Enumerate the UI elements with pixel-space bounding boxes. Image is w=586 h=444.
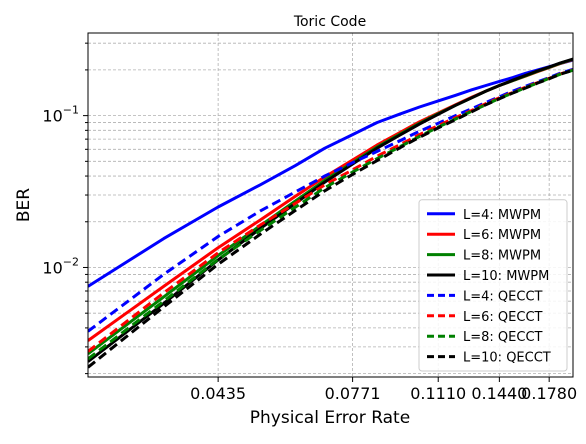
y-tick-label: 10−1 — [42, 104, 79, 126]
legend: L=4: MWPM L=6: MWPM L=8: MWPM L=10: MWPM L=4… — [418, 199, 568, 372]
plot-frame — [87, 32, 574, 378]
x-tick-label: 0.0771 — [325, 384, 381, 403]
x-tick-label: 0.0435 — [190, 384, 246, 403]
legend-label: L=8: QECCT — [463, 330, 543, 345]
chart-title: Toric Code — [293, 14, 366, 30]
legend-label: L=4: MWPM — [463, 208, 541, 223]
series-line-l-10-qecct — [88, 68, 573, 369]
legend-label: L=8: MWPM — [463, 249, 541, 264]
y-axis-label: BER — [14, 188, 34, 222]
legend-label: L=6: MWPM — [463, 228, 541, 243]
x-tick-label: 0.1110 — [410, 384, 466, 403]
legend-label: L=6: QECCT — [463, 310, 543, 325]
series-layer — [88, 57, 573, 369]
y-tick-label: 10−2 — [42, 255, 79, 277]
legend-label: L=4: QECCT — [463, 289, 543, 304]
x-axis-label: Physical Error Rate — [250, 408, 410, 428]
series-line-l-10-mwpm — [88, 57, 573, 363]
legend-label: L=10: QECCT — [463, 351, 551, 366]
legend-label: L=10: MWPM — [463, 269, 549, 284]
legend-box — [418, 199, 568, 372]
x-tick-label: 0.1780 — [521, 384, 577, 403]
x-tick-label: 0.1440 — [471, 384, 527, 403]
